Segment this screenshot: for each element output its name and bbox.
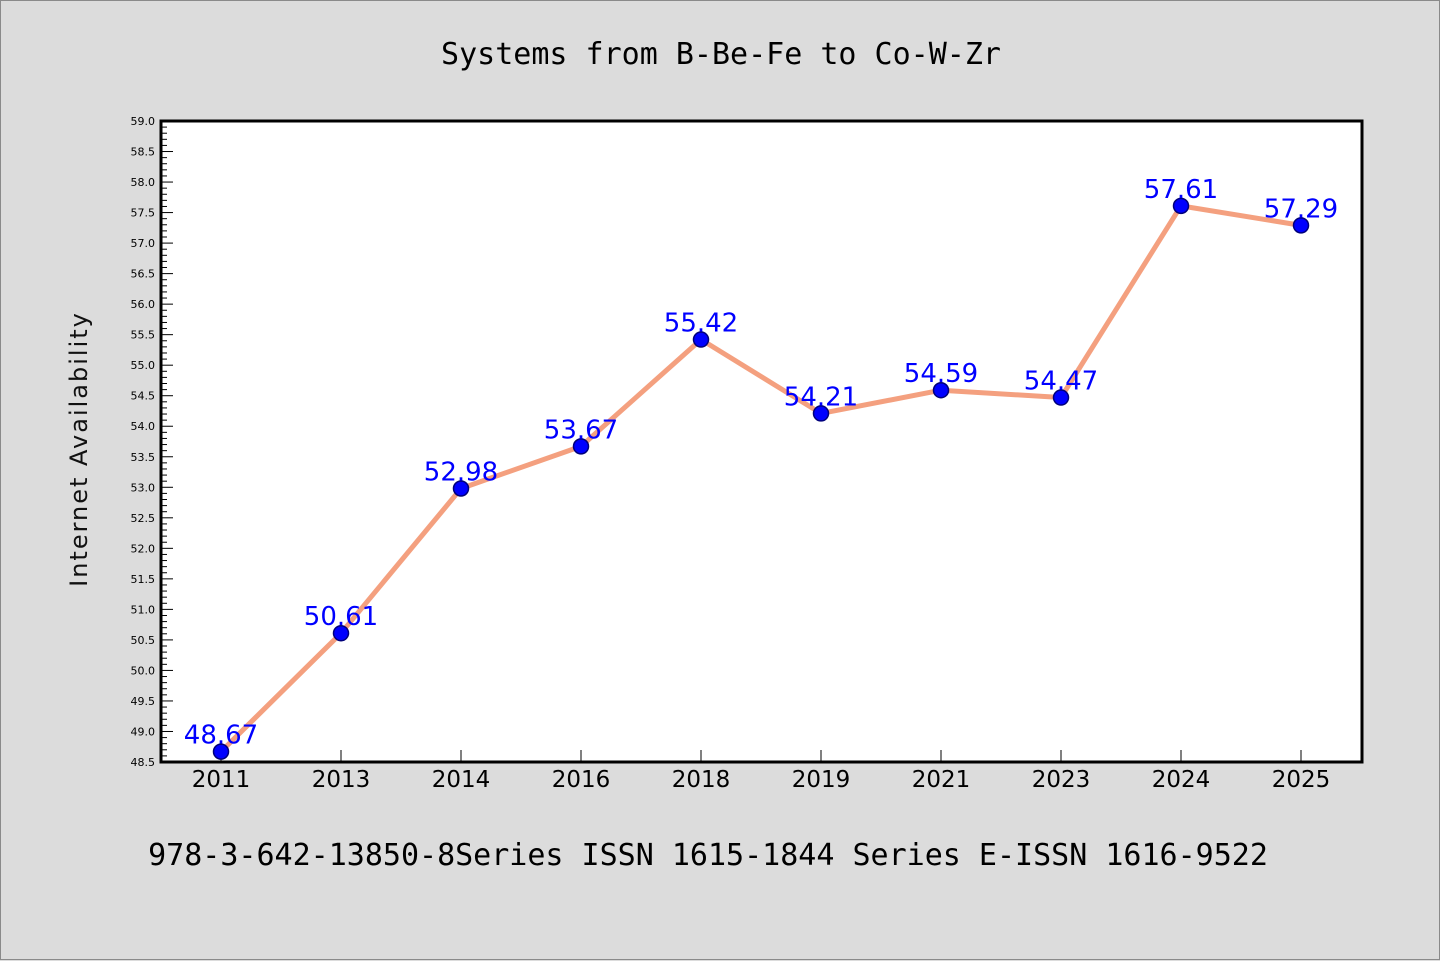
x-tick-label: 2025 — [1272, 767, 1331, 793]
chart-title: Systems from B-Be-Fe to Co-W-Zr — [441, 37, 1001, 72]
y-axis: 48.5 49.0 49.5 50.0 50.5 51.0 51.5 52.0 52.5 53.0… — [131, 115, 173, 769]
y-tick-label: 48.5 — [131, 756, 156, 769]
x-tick-label: 2016 — [552, 767, 611, 793]
data-point — [692, 331, 710, 348]
footer-text: 978-3-642-13850-8Series ISSN 1615-1844 S… — [148, 838, 1268, 873]
y-tick-label: 56.5 — [131, 268, 156, 281]
data-label: 52.98 — [424, 458, 498, 488]
y-tick-label: 55.5 — [131, 329, 156, 342]
x-tick-label: 2019 — [792, 767, 851, 793]
y-tick-label: 53.5 — [131, 451, 156, 464]
y-axis-label: Internet Availability — [65, 311, 93, 587]
x-tick-label: 2024 — [1152, 767, 1211, 793]
y-tick-label: 53.0 — [131, 481, 156, 494]
x-axis: 2011 2013 2014 2016 2018 2019 2021 2023 2024 2025 — [192, 750, 1331, 793]
y-tick-label: 54.0 — [131, 420, 156, 433]
data-point — [1172, 197, 1190, 215]
x-tick-label: 2011 — [192, 767, 251, 793]
x-tick-label: 2021 — [912, 767, 971, 793]
data-point — [572, 438, 590, 455]
y-tick-label: 57.0 — [131, 237, 156, 250]
data-label: 54.21 — [784, 382, 858, 412]
y-tick-label: 56.0 — [131, 298, 156, 311]
y-tick-label: 59.0 — [131, 115, 156, 128]
plot-area — [159, 119, 1364, 764]
y-tick-label: 58.0 — [131, 176, 156, 189]
y-tick-label: 57.5 — [131, 207, 156, 220]
data-point — [1292, 217, 1310, 234]
y-tick-label: 55.0 — [131, 359, 156, 372]
data-point — [932, 381, 950, 399]
data-point — [812, 405, 830, 422]
y-tick-label: 54.5 — [131, 390, 156, 403]
data-point — [332, 624, 350, 642]
data-label: 48.67 — [184, 721, 258, 751]
y-tick-label: 51.5 — [131, 573, 156, 586]
y-tick-label: 49.5 — [131, 695, 156, 708]
y-tick-label: 50.0 — [131, 664, 156, 677]
x-tick-label: 2013 — [312, 767, 371, 793]
data-label: 57.29 — [1264, 194, 1338, 224]
data-point — [1052, 389, 1070, 406]
y-tick-label: 52.5 — [131, 512, 156, 525]
x-tick-label: 2014 — [432, 767, 491, 793]
data-label: 57.61 — [1144, 175, 1218, 205]
data-point — [212, 743, 230, 760]
data-label-group: 48.67 50.61 52.98 53.67 55.42 54.21 54.59 54.47… — [184, 175, 1338, 751]
y-tick-label: 58.5 — [131, 146, 156, 159]
series-line-group — [218, 203, 1304, 755]
data-label: 53.67 — [544, 415, 618, 445]
y-tick-label: 52.0 — [131, 542, 156, 555]
y-tick-label: 50.5 — [131, 634, 156, 647]
x-tick-label: 2023 — [1032, 767, 1091, 793]
data-point — [452, 480, 470, 497]
data-label: 50.61 — [304, 602, 378, 632]
data-label: 55.42 — [664, 309, 738, 339]
marker-group — [212, 197, 1310, 760]
x-tick-label: 2018 — [672, 767, 731, 793]
data-label: 54.47 — [1024, 367, 1098, 397]
y-tick-label: 51.0 — [131, 603, 156, 616]
series-line — [218, 203, 1304, 755]
data-label: 54.59 — [904, 359, 978, 389]
y-tick-label: 49.0 — [131, 725, 156, 738]
